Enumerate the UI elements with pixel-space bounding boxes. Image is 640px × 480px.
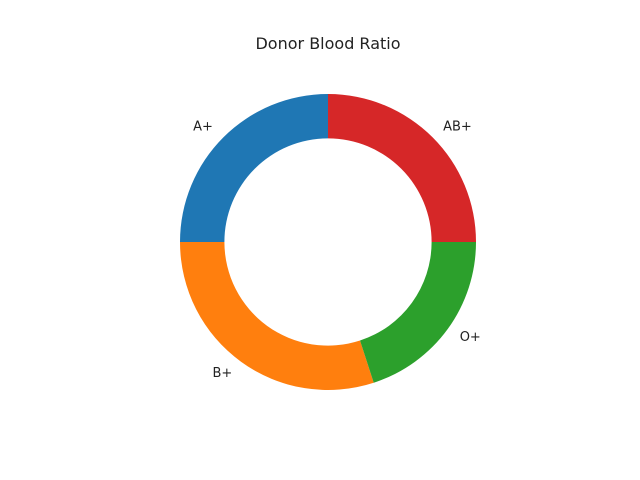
slice-labels-group: A+ B+ O+ AB+ <box>193 119 481 381</box>
slice-label-o-pos: O+ <box>460 330 481 345</box>
slice-label-ab-pos: AB+ <box>443 119 472 134</box>
slice-label-a-pos: A+ <box>193 119 213 134</box>
slice-b-pos <box>180 242 374 390</box>
slice-a-pos <box>180 94 328 242</box>
slice-label-b-pos: B+ <box>212 366 232 381</box>
slice-o-pos <box>360 242 476 383</box>
slice-ab-pos <box>328 94 476 242</box>
slices-group <box>180 94 476 390</box>
chart-title: Donor Blood Ratio <box>255 34 400 53</box>
